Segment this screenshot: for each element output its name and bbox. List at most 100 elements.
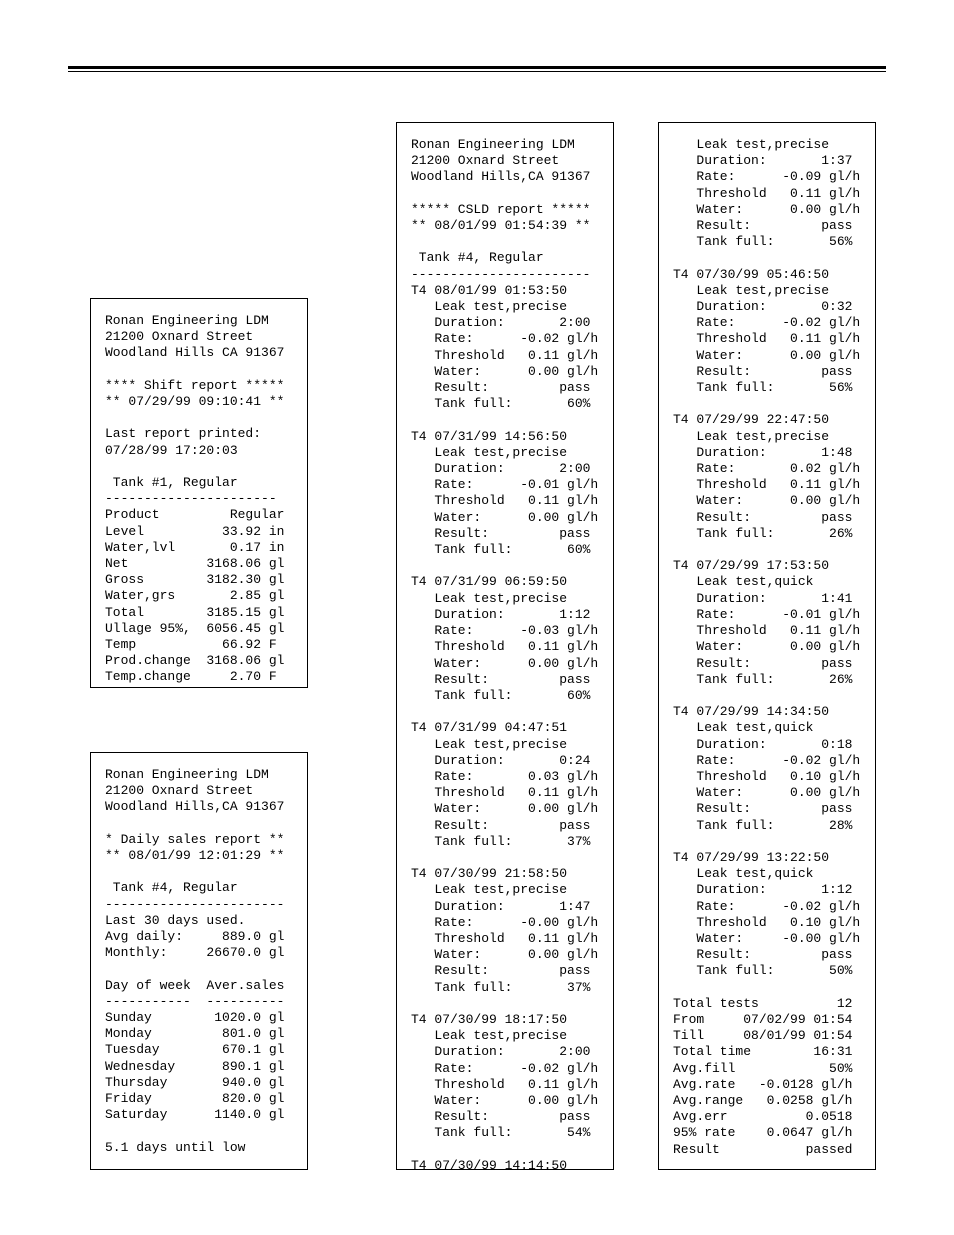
text-line: 5.1 days until low [105, 1140, 293, 1156]
text-line: Tank full: 56% [673, 234, 861, 250]
text-line: Level 33.92 in [105, 524, 293, 540]
text-line: Duration: 0:18 [673, 737, 861, 753]
blank-line [673, 688, 861, 704]
text-line: **** Shift report ***** [105, 378, 293, 394]
text-line: Result: pass [673, 801, 861, 817]
text-line: Threshold 0.11 gl/h [411, 785, 599, 801]
text-line: Threshold 0.11 gl/h [411, 931, 599, 947]
text-line: Duration: 0:32 [673, 299, 861, 315]
text-line: T4 07/29/99 17:53:50 [673, 558, 861, 574]
text-line: ----------------------- [105, 897, 293, 913]
text-line: Total time 16:31 [673, 1044, 861, 1060]
text-line: Thursday 940.0 gl [105, 1075, 293, 1091]
shift-report: Ronan Engineering LDM21200 Oxnard Street… [90, 298, 308, 688]
text-line: Threshold 0.10 gl/h [673, 915, 861, 931]
text-line: Avg.rate -0.0128 gl/h [673, 1077, 861, 1093]
text-line: Threshold 0.11 gl/h [673, 186, 861, 202]
text-line: Wednesday 890.1 gl [105, 1059, 293, 1075]
text-line: Tank full: 37% [411, 834, 599, 850]
blank-line [105, 961, 293, 977]
text-line: Avg.range 0.0258 gl/h [673, 1093, 861, 1109]
text-line: Threshold 0.10 gl/h [673, 769, 861, 785]
text-line: ** 08/01/99 01:54:39 ** [411, 218, 599, 234]
text-line: Result: pass [673, 656, 861, 672]
text-line: Rate: -0.02 gl/h [673, 315, 861, 331]
text-line: T4 07/29/99 13:22:50 [673, 850, 861, 866]
text-line: Rate: 0.02 gl/h [673, 461, 861, 477]
text-line: T4 07/30/99 14:14:50 [411, 1158, 599, 1174]
text-line: Water: 0.00 gl/h [411, 656, 599, 672]
text-line: Saturday 1140.0 gl [105, 1107, 293, 1123]
text-line: Last report printed: [105, 426, 293, 442]
text-line: Water: 0.00 gl/h [411, 801, 599, 817]
text-line: Tank full: 60% [411, 396, 599, 412]
blank-line [411, 996, 599, 1012]
text-line: T4 07/31/99 06:59:50 [411, 574, 599, 590]
text-line: Ullage 95%, 6056.45 gl [105, 621, 293, 637]
text-line: 21200 Oxnard Street [105, 329, 293, 345]
text-line: Result: pass [411, 672, 599, 688]
text-line: Result: pass [411, 963, 599, 979]
text-line: Water,grs 2.85 gl [105, 588, 293, 604]
text-line: Leak test,precise [411, 737, 599, 753]
blank-line [673, 980, 861, 996]
text-line: Tank full: 50% [673, 963, 861, 979]
text-line: Rate: -0.09 gl/h [673, 169, 861, 185]
blank-line [411, 186, 599, 202]
text-line: Tank full: 54% [411, 1125, 599, 1141]
text-line: Water,lvl 0.17 in [105, 540, 293, 556]
text-line: 21200 Oxnard Street [411, 153, 599, 169]
header-rules [68, 66, 886, 72]
text-line: Leak test,quick [673, 866, 861, 882]
text-line: Avg daily: 889.0 gl [105, 929, 293, 945]
text-line: Tank full: 26% [673, 526, 861, 542]
text-line: Ronan Engineering LDM [105, 767, 293, 783]
text-line: Woodland Hills CA 91367 [105, 345, 293, 361]
text-line: T4 07/31/99 14:56:50 [411, 429, 599, 445]
blank-line [673, 542, 861, 558]
text-line: T4 07/31/99 04:47:51 [411, 720, 599, 736]
text-line: Sunday 1020.0 gl [105, 1010, 293, 1026]
text-line: Friday 820.0 gl [105, 1091, 293, 1107]
text-line: Water: 0.00 gl/h [673, 785, 861, 801]
blank-line [411, 412, 599, 428]
text-line: Leak test,precise [673, 283, 861, 299]
text-line: Result passed [673, 1142, 861, 1158]
text-line: Avg.fill 50% [673, 1061, 861, 1077]
text-line: Water: 0.00 gl/h [411, 510, 599, 526]
text-line: 21200 Oxnard Street [105, 783, 293, 799]
text-line: Leak test,precise [411, 1028, 599, 1044]
text-line: Tank full: 26% [673, 672, 861, 688]
text-line: Duration: 1:12 [411, 607, 599, 623]
text-line: Result: pass [673, 947, 861, 963]
text-line: ** 08/01/99 12:01:29 ** [105, 848, 293, 864]
text-line: Water: 0.00 gl/h [673, 202, 861, 218]
text-line: Result: pass [411, 526, 599, 542]
text-line: Gross 3182.30 gl [105, 572, 293, 588]
text-line: Threshold 0.11 gl/h [411, 348, 599, 364]
text-line: Result: pass [673, 364, 861, 380]
text-line: T4 07/29/99 22:47:50 [673, 412, 861, 428]
text-line: T4 08/01/99 01:53:50 [411, 283, 599, 299]
text-line: Leak test,precise [673, 429, 861, 445]
blank-line [411, 1142, 599, 1158]
text-line: Result: pass [411, 380, 599, 396]
text-line: Ronan Engineering LDM [411, 137, 599, 153]
blank-line [411, 704, 599, 720]
text-line: Till 08/01/99 01:54 [673, 1028, 861, 1044]
text-line: Temp.change 2.70 F [105, 669, 293, 685]
blank-line [105, 864, 293, 880]
text-line: Product Regular [105, 507, 293, 523]
text-line: Result: pass [673, 510, 861, 526]
text-line: Threshold 0.11 gl/h [411, 1077, 599, 1093]
csld-report-col2: Leak test,precise Duration: 1:37 Rate: -… [658, 122, 876, 1170]
text-line: ---------------------- [105, 491, 293, 507]
text-line: Monday 801.0 gl [105, 1026, 293, 1042]
text-line: Duration: 2:00 [411, 1044, 599, 1060]
text-line: Leak test,precise [673, 137, 861, 153]
text-line: Water: 0.00 gl/h [673, 493, 861, 509]
text-line: Monthly: 26670.0 gl [105, 945, 293, 961]
text-line: Woodland Hills,CA 91367 [411, 169, 599, 185]
text-line: * Daily sales report ** [105, 832, 293, 848]
text-line: From 07/02/99 01:54 [673, 1012, 861, 1028]
